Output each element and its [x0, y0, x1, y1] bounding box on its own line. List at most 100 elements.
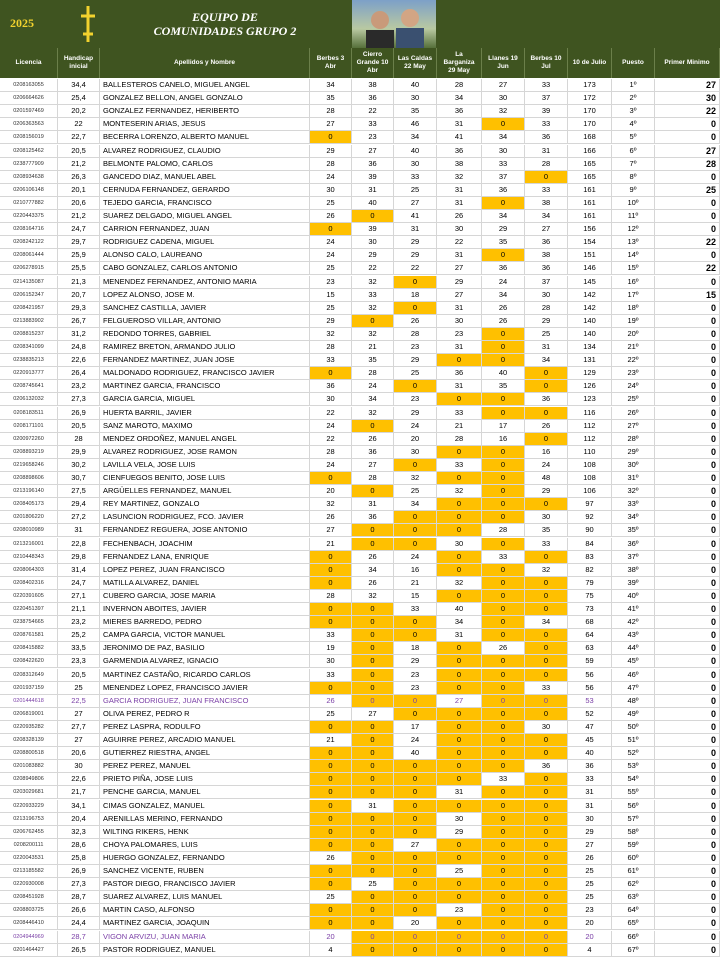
- table-cell: 0: [482, 445, 525, 459]
- table-cell: 25: [394, 367, 437, 381]
- table-cell: 0: [482, 616, 525, 630]
- table-cell: 32: [437, 170, 482, 184]
- table-cell: 29: [310, 314, 352, 328]
- table-cell: 21: [352, 341, 394, 355]
- table-cell: 47: [568, 720, 612, 734]
- table-cell: 62º: [612, 878, 655, 892]
- table-cell: 0: [525, 878, 568, 892]
- table-cell: 0: [525, 747, 568, 761]
- table-cell: 0: [655, 589, 720, 603]
- table-cell: 24,8: [58, 341, 100, 355]
- table-cell: 0: [655, 786, 720, 800]
- table-cell: 108: [568, 472, 612, 486]
- table-cell: 0: [655, 511, 720, 525]
- table-cell: 22: [310, 432, 352, 446]
- table-cell: 0: [394, 629, 437, 643]
- table-cell: 24: [394, 419, 437, 433]
- table-cell: 22: [437, 236, 482, 250]
- table-cell: 0: [482, 747, 525, 761]
- table-cell: 34º: [612, 511, 655, 525]
- table-cell: 15: [394, 589, 437, 603]
- table-cell: 0: [655, 603, 720, 617]
- table-cell: 0: [482, 943, 525, 957]
- table-cell: 33: [525, 183, 568, 197]
- table-cell: 26,4: [58, 367, 100, 381]
- table-cell: 0208171101: [0, 419, 58, 433]
- table-cell: 28: [482, 524, 525, 538]
- table-cell: 67º: [612, 943, 655, 957]
- table-cell: 0203029681: [0, 786, 58, 800]
- table-cell: 25: [568, 891, 612, 905]
- table-cell: 0: [525, 498, 568, 512]
- table-cell: 0206132032: [0, 393, 58, 407]
- table-cell: 0: [655, 694, 720, 708]
- table-cell: 31º: [612, 472, 655, 486]
- table-cell: 25,9: [58, 249, 100, 263]
- table-cell: 64: [568, 629, 612, 643]
- player-name: FELGUEROSO VILLAR, ANTONIO: [100, 314, 310, 328]
- table-cell: 0: [655, 930, 720, 944]
- table-cell: 26: [310, 511, 352, 525]
- table-cell: 0: [482, 825, 525, 839]
- player-name: ARENILLAS MERINO, FERNANDO: [100, 812, 310, 826]
- table-cell: 55º: [612, 786, 655, 800]
- table-cell: 30: [482, 144, 525, 158]
- table-cell: 27: [437, 288, 482, 302]
- table-cell: 0: [310, 747, 352, 761]
- table-cell: 0: [394, 851, 437, 865]
- player-name: PEREZ LASPRA, RODULFO: [100, 720, 310, 734]
- player-name: CHOYA PALOMARES, LUIS: [100, 838, 310, 852]
- table-cell: 28: [525, 301, 568, 315]
- table-cell: 0: [310, 865, 352, 879]
- table-cell: 27,1: [58, 589, 100, 603]
- table-cell: 25: [310, 196, 352, 210]
- table-cell: 33: [525, 681, 568, 695]
- table-cell: 0: [394, 707, 437, 721]
- table-cell: 142: [568, 301, 612, 315]
- table-cell: 0: [310, 773, 352, 787]
- table-cell: 0: [525, 734, 568, 748]
- table-cell: 60º: [612, 851, 655, 865]
- table-cell: 0: [655, 249, 720, 263]
- table-cell: 40: [394, 747, 437, 761]
- table-cell: 20,5: [58, 144, 100, 158]
- table-cell: 30: [437, 223, 482, 237]
- table-cell: 20,7: [58, 288, 100, 302]
- table-cell: 0: [310, 681, 352, 695]
- table-cell: 172: [568, 92, 612, 106]
- table-cell: 0: [352, 865, 394, 879]
- table-cell: 110: [568, 445, 612, 459]
- player-name: FECHENBACH, JOACHIM: [100, 537, 310, 551]
- table-cell: 59º: [612, 838, 655, 852]
- table-cell: 146: [568, 262, 612, 276]
- table-cell: 0208446410: [0, 917, 58, 931]
- table-cell: 32: [482, 105, 525, 119]
- table-cell: 0208949806: [0, 773, 58, 787]
- table-cell: 0: [394, 865, 437, 879]
- table-cell: 30: [58, 760, 100, 774]
- table-cell: 38: [525, 249, 568, 263]
- table-cell: 25: [568, 878, 612, 892]
- table-cell: 0: [437, 445, 482, 459]
- table-cell: 0: [352, 825, 394, 839]
- table-cell: 0: [437, 943, 482, 957]
- table-cell: 0201444618: [0, 694, 58, 708]
- table-cell: 0: [655, 341, 720, 355]
- table-cell: 0: [525, 642, 568, 656]
- table-cell: 29,8: [58, 550, 100, 564]
- table-cell: 30,7: [58, 472, 100, 486]
- table-cell: 31: [525, 341, 568, 355]
- table-cell: 40º: [612, 589, 655, 603]
- table-cell: 0: [482, 354, 525, 368]
- table-cell: 32: [352, 275, 394, 289]
- table-cell: 31: [437, 380, 482, 394]
- table-cell: 0: [655, 275, 720, 289]
- table-cell: 26: [310, 694, 352, 708]
- table-cell: 40: [394, 144, 437, 158]
- table-cell: 29: [352, 249, 394, 263]
- table-cell: 30: [394, 445, 437, 459]
- column-header: Cierro Grande 10 Abr: [352, 48, 394, 78]
- table-cell: 33: [525, 537, 568, 551]
- table-cell: 40: [437, 603, 482, 617]
- table-cell: 30: [310, 393, 352, 407]
